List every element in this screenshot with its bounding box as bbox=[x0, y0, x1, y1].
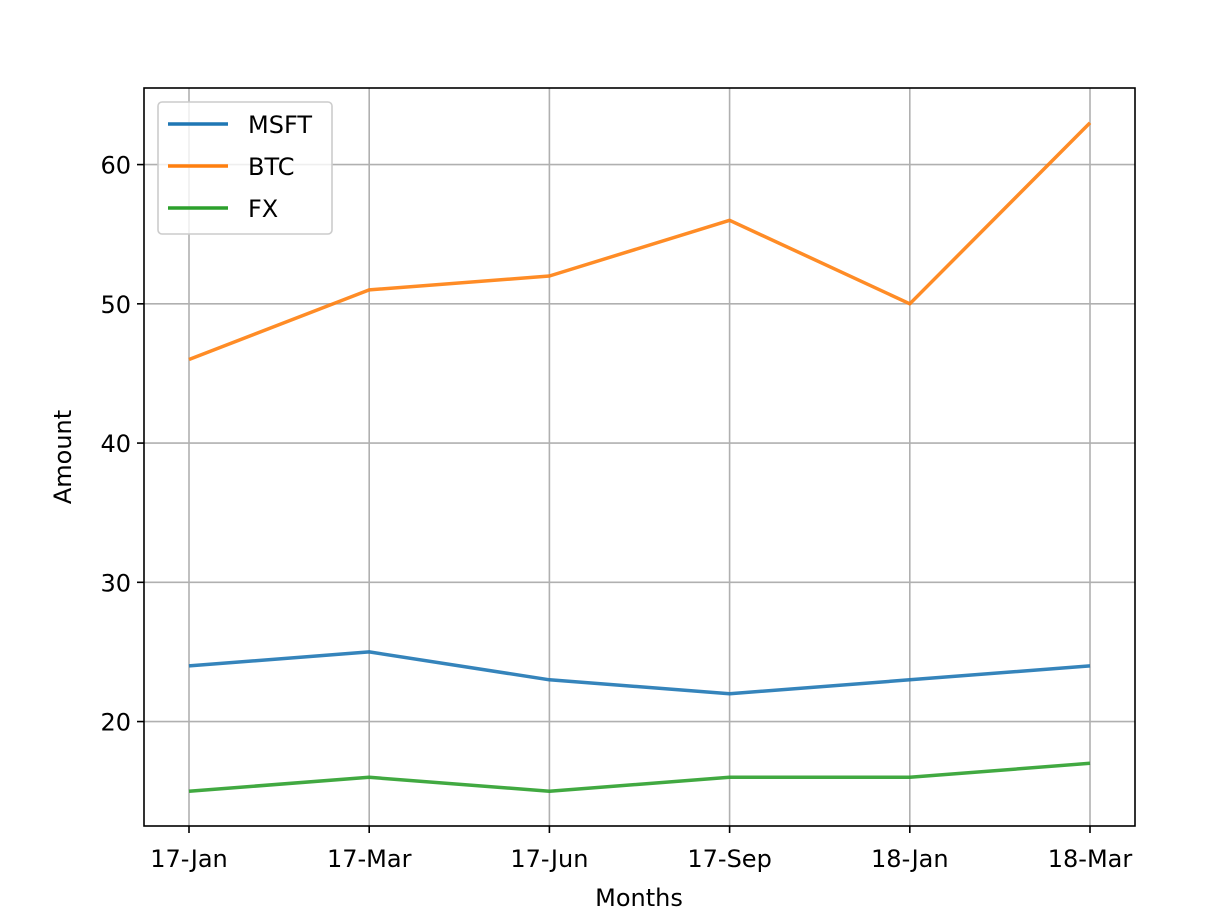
x-tick-label: 17-Sep bbox=[687, 845, 771, 873]
series-line-btc bbox=[188, 121, 1092, 362]
y-axis: 20 30 40 50 60 bbox=[100, 152, 144, 737]
legend-label: MSFT bbox=[248, 111, 312, 139]
legend-label: BTC bbox=[248, 153, 294, 181]
series-line-fx bbox=[188, 761, 1091, 793]
y-tick-label: 60 bbox=[100, 152, 131, 180]
x-tick-label: 18-Mar bbox=[1048, 845, 1133, 873]
y-tick-label: 50 bbox=[100, 291, 131, 319]
x-tick-label: 17-Jun bbox=[510, 845, 588, 873]
y-tick-label: 30 bbox=[100, 569, 131, 597]
legend-label: FX bbox=[248, 195, 278, 223]
legend-box bbox=[157, 101, 333, 235]
series-lines bbox=[188, 121, 1092, 793]
legend: MSFT BTC FX bbox=[157, 101, 333, 235]
y-tick-label: 40 bbox=[100, 430, 131, 458]
series-line-msft bbox=[188, 650, 1091, 696]
y-axis-label: Amount bbox=[49, 410, 77, 504]
x-axis-label: Months bbox=[595, 884, 683, 912]
x-tick-label: 17-Jan bbox=[150, 845, 228, 873]
x-axis: 17-Jan 17-Mar 17-Jun 17-Sep 18-Jan 18-Mar bbox=[150, 826, 1132, 873]
plot-frame bbox=[143, 87, 1136, 827]
grid-lines bbox=[144, 88, 1135, 826]
y-tick-label: 20 bbox=[100, 709, 131, 737]
x-tick-label: 18-Jan bbox=[871, 845, 949, 873]
x-tick-label: 17-Mar bbox=[327, 845, 412, 873]
